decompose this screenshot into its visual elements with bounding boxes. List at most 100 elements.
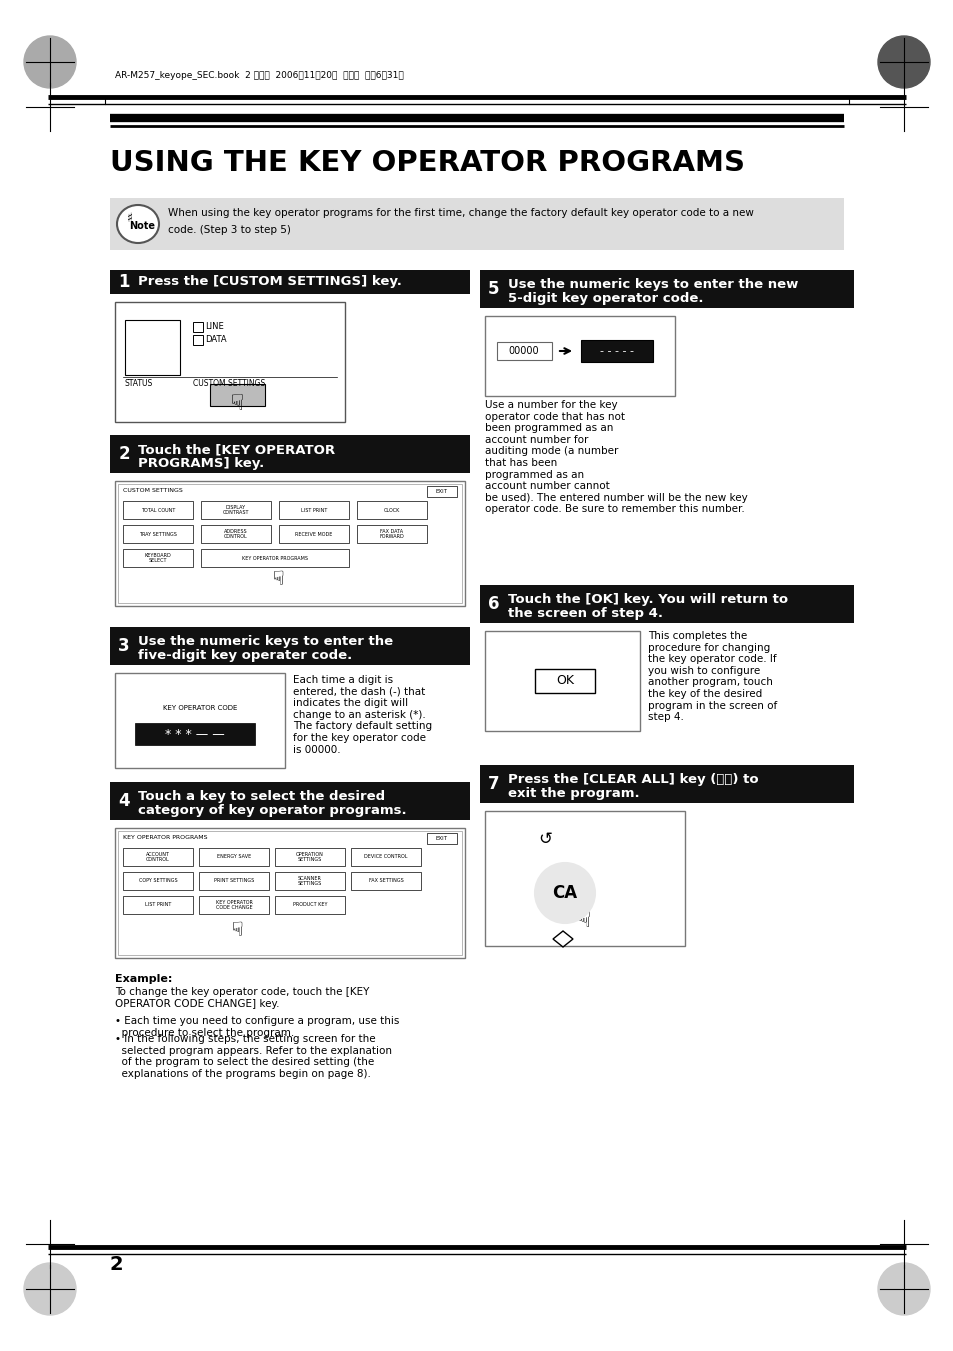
Text: 3: 3 [118, 638, 130, 655]
Text: 4: 4 [118, 792, 130, 811]
Text: • In the following steps, the setting screen for the
  selected program appears.: • In the following steps, the setting sc… [115, 1034, 392, 1079]
Text: the screen of step 4.: the screen of step 4. [507, 607, 662, 620]
Bar [479, 270, 853, 308]
Bar [580, 340, 652, 362]
Text: TRAY SETTINGS: TRAY SETTINGS [139, 531, 176, 536]
Bar [110, 199, 843, 250]
Text: DATA: DATA [205, 335, 227, 345]
Bar [123, 848, 193, 866]
Text: exit the program.: exit the program. [507, 788, 639, 800]
Circle shape [526, 821, 562, 857]
Text: FAX SETTINGS: FAX SETTINGS [368, 878, 403, 884]
Text: To change the key operator code, touch the [KEY
OPERATOR CODE CHANGE] key.: To change the key operator code, touch t… [115, 988, 369, 1009]
Text: CLOCK: CLOCK [383, 508, 399, 512]
Bar [274, 896, 345, 915]
Text: LIST PRINT: LIST PRINT [300, 508, 327, 512]
Bar [427, 834, 456, 844]
Bar [118, 484, 461, 603]
Bar [110, 782, 470, 820]
Bar [201, 549, 349, 567]
Bar [118, 831, 461, 955]
Bar [193, 335, 203, 345]
Bar [535, 669, 595, 693]
Bar [497, 342, 552, 359]
Bar [110, 435, 470, 473]
Text: 6: 6 [488, 594, 499, 613]
Circle shape [24, 36, 76, 88]
Text: 00000: 00000 [508, 346, 538, 357]
Text: KEY OPERATOR PROGRAMS: KEY OPERATOR PROGRAMS [123, 835, 208, 840]
Text: CA: CA [552, 884, 577, 902]
Bar [427, 486, 456, 497]
Text: ☞: ☞ [569, 909, 589, 929]
Bar [274, 871, 345, 890]
Text: ☞: ☞ [224, 920, 243, 938]
Text: Touch a key to select the desired: Touch a key to select the desired [138, 790, 385, 802]
Bar [278, 501, 349, 519]
Text: ☞: ☞ [265, 569, 284, 586]
Bar [115, 828, 464, 958]
Text: five-digit key operater code.: five-digit key operater code. [138, 648, 352, 662]
Bar [135, 723, 254, 744]
Text: OPERATION
SETTINGS: OPERATION SETTINGS [295, 851, 324, 862]
Text: Each time a digit is
entered, the dash (-) that
indicates the digit will
change : Each time a digit is entered, the dash (… [293, 676, 432, 755]
Bar [123, 871, 193, 890]
Text: KEYBOARD
SELECT: KEYBOARD SELECT [145, 553, 172, 563]
Circle shape [877, 1263, 929, 1315]
Text: 2: 2 [118, 444, 130, 463]
Text: CUSTOM SETTINGS: CUSTOM SETTINGS [123, 488, 183, 493]
Bar [484, 316, 675, 396]
Text: ↺: ↺ [537, 830, 552, 848]
Text: Note: Note [129, 222, 154, 231]
Text: When using the key operator programs for the first time, change the factory defa: When using the key operator programs for… [168, 208, 753, 218]
Text: • Each time you need to configure a program, use this
  procedure to select the : • Each time you need to configure a prog… [115, 1016, 399, 1038]
Text: DEVICE CONTROL: DEVICE CONTROL [364, 854, 407, 859]
Text: KEY OPERATOR
CODE CHANGE: KEY OPERATOR CODE CHANGE [215, 900, 253, 911]
Bar [201, 526, 271, 543]
Text: LIST PRINT: LIST PRINT [145, 902, 171, 908]
Bar [274, 848, 345, 866]
Text: KEY OPERATOR CODE: KEY OPERATOR CODE [163, 705, 237, 711]
Text: PROGRAMS] key.: PROGRAMS] key. [138, 457, 264, 470]
Bar [110, 270, 470, 295]
Text: KEY OPERATOR PROGRAMS: KEY OPERATOR PROGRAMS [242, 555, 308, 561]
Text: PRODUCT KEY: PRODUCT KEY [293, 902, 327, 908]
Text: Use the numeric keys to enter the: Use the numeric keys to enter the [138, 635, 393, 648]
Text: ADDRESS
CONTROL: ADDRESS CONTROL [224, 528, 248, 539]
Text: STATUS: STATUS [125, 380, 153, 388]
Text: 5-digit key operator code.: 5-digit key operator code. [507, 292, 702, 305]
Text: PRINT SETTINGS: PRINT SETTINGS [213, 878, 253, 884]
Text: TOTAL COUNT: TOTAL COUNT [141, 508, 175, 512]
Text: DISPLAY
CONTRAST: DISPLAY CONTRAST [222, 505, 249, 515]
Circle shape [24, 1263, 76, 1315]
Bar [479, 765, 853, 802]
Bar [123, 549, 193, 567]
Text: EXIT: EXIT [436, 836, 448, 842]
Bar [110, 627, 470, 665]
Text: OK: OK [556, 674, 574, 688]
Bar [356, 526, 427, 543]
Text: 5: 5 [488, 280, 499, 299]
Bar [115, 481, 464, 607]
Text: Use a number for the key
operator code that has not
been programmed as an
accoun: Use a number for the key operator code t… [484, 400, 747, 515]
Text: LINE: LINE [205, 322, 224, 331]
Bar [123, 526, 193, 543]
Bar [356, 501, 427, 519]
Text: ☞: ☞ [223, 392, 243, 412]
Text: FAX DATA
FORWARD: FAX DATA FORWARD [379, 528, 404, 539]
Text: CUSTOM SETTINGS: CUSTOM SETTINGS [193, 380, 265, 388]
Bar [123, 501, 193, 519]
Circle shape [877, 36, 929, 88]
Bar [199, 848, 269, 866]
Text: RECEIVE MODE: RECEIVE MODE [295, 531, 333, 536]
Text: This completes the
procedure for changing
the key operator code. If
you wish to : This completes the procedure for changin… [647, 631, 777, 723]
Text: COPY SETTINGS: COPY SETTINGS [138, 878, 177, 884]
Text: 2: 2 [110, 1255, 124, 1274]
Text: 1: 1 [118, 273, 130, 290]
Ellipse shape [117, 205, 159, 243]
Bar [199, 896, 269, 915]
Text: code. (Step 3 to step 5): code. (Step 3 to step 5) [168, 226, 291, 235]
Text: AR-M257_keyope_SEC.book  2 ページ  2006年11月20日  月曜日  午後6時31分: AR-M257_keyope_SEC.book 2 ページ 2006年11月20… [115, 70, 403, 80]
Bar [125, 320, 180, 376]
Circle shape [535, 863, 595, 923]
